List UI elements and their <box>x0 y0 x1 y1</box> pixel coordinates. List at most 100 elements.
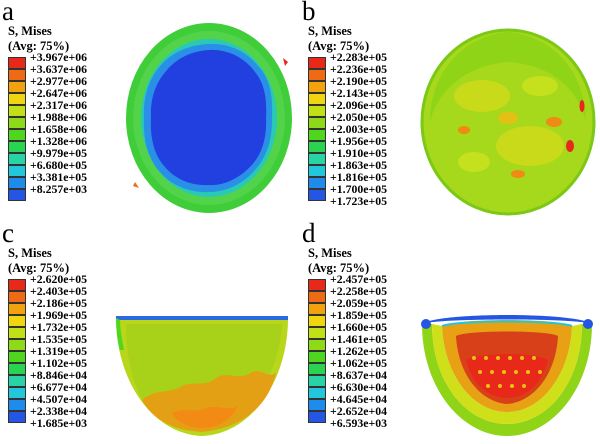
legend-value: +2.317e+06 <box>30 98 88 112</box>
panel-a: a S, Mises (Avg: 75%) +3.967e+06 +3.637e… <box>0 0 300 222</box>
legend-title: S, Mises <box>308 246 352 260</box>
legend-swatch <box>8 303 26 315</box>
legend-value: +1.859e+05 <box>330 308 388 322</box>
legend-swatch <box>308 165 326 177</box>
legend-title: S, Mises <box>8 246 52 260</box>
legend-swatch <box>8 387 26 399</box>
legend-swatch <box>308 177 326 189</box>
legend-value: +1.969e+05 <box>30 308 88 322</box>
legend-title: S, Mises <box>308 24 352 38</box>
stress-contour-dome <box>420 28 596 216</box>
legend-swatch <box>308 327 326 339</box>
panel-letter: a <box>2 0 14 26</box>
legend-swatch <box>8 375 26 387</box>
legend-swatch <box>308 93 326 105</box>
legend-value: +2.190e+05 <box>330 74 388 88</box>
legend-value: +1.062e+05 <box>330 356 388 370</box>
legend-value: +3.967e+06 <box>30 50 88 64</box>
legend-value: +8.257e+03 <box>30 182 88 196</box>
legend-value: +1.328e+06 <box>30 134 88 148</box>
legend-swatch <box>308 363 326 375</box>
legend-swatch <box>8 189 26 201</box>
legend-value: +4.645e+04 <box>330 392 388 406</box>
legend-swatch <box>8 177 26 189</box>
legend-value: +1.658e+06 <box>30 122 88 136</box>
legend-swatch <box>8 339 26 351</box>
legend-value: +2.186e+05 <box>30 296 88 310</box>
legend-value: +2.143e+05 <box>330 86 388 100</box>
legend-swatch <box>308 69 326 81</box>
legend-title: S, Mises <box>8 24 52 38</box>
legend-swatch <box>308 339 326 351</box>
legend-swatch <box>8 291 26 303</box>
legend-swatch <box>308 399 326 411</box>
legend-value: +6.680e+05 <box>30 158 88 172</box>
legend-value: +2.003e+05 <box>330 122 388 136</box>
panel-letter: d <box>302 218 316 248</box>
legend-swatch <box>8 117 26 129</box>
legend-value: +2.977e+06 <box>30 74 88 88</box>
legend-value: +9.979e+05 <box>30 146 88 160</box>
legend-subtitle: (Avg: 75%) <box>8 261 70 275</box>
legend-subtitle: (Avg: 75%) <box>8 39 70 53</box>
legend-swatch <box>308 303 326 315</box>
legend-value: +2.258e+05 <box>330 284 388 298</box>
panel-c: c S, Mises (Avg: 75%) +2.620e+05 +2.403e… <box>0 218 300 444</box>
stress-contour-disc <box>126 23 292 213</box>
legend-value: +1.700e+05 <box>330 182 388 196</box>
legend-swatch <box>308 141 326 153</box>
legend-swatch <box>308 315 326 327</box>
legend-labels: +2.283e+05 +2.236e+05 +2.190e+05 +2.143e… <box>330 51 387 207</box>
legend-value: +1.956e+05 <box>330 134 388 148</box>
legend-value: +1.319e+05 <box>30 344 88 358</box>
legend-value: +3.381e+05 <box>30 170 88 184</box>
legend-value: +1.910e+05 <box>330 146 388 160</box>
legend-subtitle: (Avg: 75%) <box>308 39 370 53</box>
legend-swatch <box>8 327 26 339</box>
legend-swatch <box>8 411 26 423</box>
legend-value: +2.050e+05 <box>330 110 388 124</box>
legend-swatch <box>308 291 326 303</box>
legend-swatch <box>308 189 326 201</box>
legend-swatch <box>308 375 326 387</box>
legend-swatch <box>308 411 326 423</box>
legend-value: +4.507e+04 <box>30 392 88 406</box>
legend-value: +1.262e+05 <box>330 344 388 358</box>
legend-swatch <box>308 117 326 129</box>
legend-swatch <box>308 387 326 399</box>
legend-value: +2.652e+04 <box>330 404 388 418</box>
legend-value: +2.620e+05 <box>30 272 88 286</box>
legend-value: +2.096e+05 <box>330 98 388 112</box>
panel-letter: c <box>2 218 14 248</box>
legend-value: +6.593e+03 <box>330 416 388 430</box>
legend-value: +1.102e+05 <box>30 356 88 370</box>
legend-swatch <box>8 93 26 105</box>
legend-value: +2.403e+05 <box>30 284 88 298</box>
legend-swatch <box>8 129 26 141</box>
legend-swatch <box>8 363 26 375</box>
legend-value: +1.685e+03 <box>30 416 88 430</box>
stress-contour-half-shell-cut <box>421 315 593 436</box>
legend-value: +8.846e+04 <box>30 368 88 382</box>
legend-swatch <box>308 153 326 165</box>
legend-swatch <box>8 315 26 327</box>
panel-b: b S, Mises (Avg: 75%) +2.283e+05 +2.236e… <box>300 0 600 222</box>
legend-swatch <box>8 351 26 363</box>
legend-color-bar <box>308 279 326 423</box>
legend-swatch <box>8 141 26 153</box>
legend-color-bar <box>8 57 26 201</box>
legend-value: +1.732e+05 <box>30 320 88 334</box>
legend-swatch <box>8 105 26 117</box>
legend-value: +3.637e+06 <box>30 62 88 76</box>
legend-value: +6.677e+04 <box>30 380 88 394</box>
legend-swatch <box>8 399 26 411</box>
legend-swatch <box>8 279 26 291</box>
legend-swatch <box>8 57 26 69</box>
legend-value: +1.988e+06 <box>30 110 88 124</box>
legend-labels: +2.620e+05 +2.403e+05 +2.186e+05 +1.969e… <box>30 273 87 429</box>
legend-labels: +2.457e+05 +2.258e+05 +2.059e+05 +1.859e… <box>330 273 387 429</box>
legend-color-bar <box>8 279 26 423</box>
legend-subtitle: (Avg: 75%) <box>308 261 370 275</box>
legend-swatch <box>308 57 326 69</box>
